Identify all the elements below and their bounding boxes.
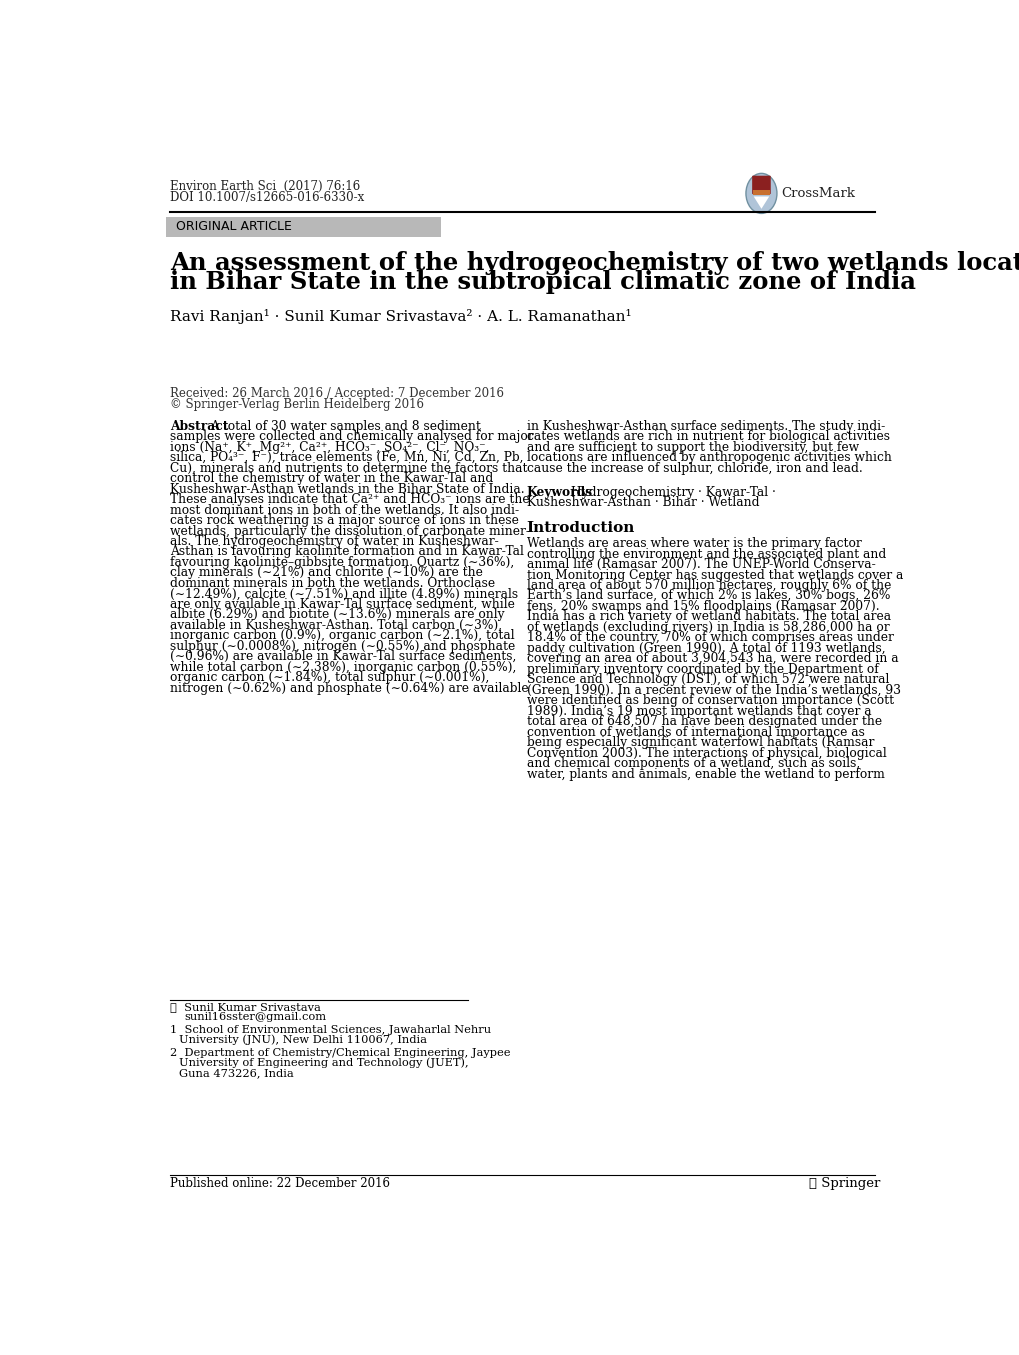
Text: dominant minerals in both the wetlands. Orthoclase: dominant minerals in both the wetlands. … <box>170 577 495 589</box>
Text: wetlands, particularly the dissolution of carbonate miner-: wetlands, particularly the dissolution o… <box>170 524 530 538</box>
Text: animal life (Ramasar 2007). The UNEP-World Conserva-: animal life (Ramasar 2007). The UNEP-Wor… <box>526 558 874 570</box>
Text: 2  Department of Chemistry/Chemical Engineering, Jaypee: 2 Department of Chemistry/Chemical Engin… <box>170 1047 511 1058</box>
Ellipse shape <box>745 173 776 214</box>
FancyBboxPatch shape <box>751 176 770 194</box>
Text: land area of about 570 million hectares, roughly 6% of the: land area of about 570 million hectares,… <box>526 579 891 592</box>
Text: inorganic carbon (0.9%), organic carbon (∼2.1%), total: inorganic carbon (0.9%), organic carbon … <box>170 629 515 642</box>
Text: and chemical components of a wetland, such as soils,: and chemical components of a wetland, su… <box>526 757 859 770</box>
Text: silica, PO₄³⁻, F⁻), trace elements (Fe, Mn, Ni, Cd, Zn, Pb,: silica, PO₄³⁻, F⁻), trace elements (Fe, … <box>170 451 523 465</box>
Text: control the chemistry of water in the Kawar-Tal and: control the chemistry of water in the Ka… <box>170 472 493 485</box>
Text: samples were collected and chemically analysed for major: samples were collected and chemically an… <box>170 431 533 443</box>
Text: Asthan is favouring kaolinite formation and in Kawar-Tal: Asthan is favouring kaolinite formation … <box>170 546 524 558</box>
Text: ℓ Springer: ℓ Springer <box>809 1176 880 1190</box>
Text: DOI 10.1007/s12665-016-6330-x: DOI 10.1007/s12665-016-6330-x <box>170 191 364 205</box>
Text: Abstract: Abstract <box>170 420 228 432</box>
Text: paddy cultivation (Green 1990). A total of 1193 wetlands,: paddy cultivation (Green 1990). A total … <box>526 642 884 654</box>
Text: Environ Earth Sci  (2017) 76:16: Environ Earth Sci (2017) 76:16 <box>170 180 360 194</box>
Bar <box>166 217 441 237</box>
Text: available in Kusheshwar-Asthan. Total carbon (∼3%),: available in Kusheshwar-Asthan. Total ca… <box>170 619 501 631</box>
Text: als. The hydrogeochemistry of water in Kusheshwar-: als. The hydrogeochemistry of water in K… <box>170 535 498 547</box>
Text: Convention 2003). The interactions of physical, biological: Convention 2003). The interactions of ph… <box>526 747 886 760</box>
Text: in Bihar State in the subtropical climatic zone of India: in Bihar State in the subtropical climat… <box>170 270 915 294</box>
Text: © Springer-Verlag Berlin Heidelberg 2016: © Springer-Verlag Berlin Heidelberg 2016 <box>170 398 424 411</box>
Text: Guna 473226, India: Guna 473226, India <box>179 1068 293 1077</box>
Text: Science and Technology (DST), of which 572 were natural: Science and Technology (DST), of which 5… <box>526 673 889 686</box>
Text: are only available in Kawar-Tal surface sediment, while: are only available in Kawar-Tal surface … <box>170 598 515 611</box>
Text: 1989). India’s 19 most important wetlands that cover a: 1989). India’s 19 most important wetland… <box>526 705 870 718</box>
Text: Wetlands are areas where water is the primary factor: Wetlands are areas where water is the pr… <box>526 537 860 550</box>
Text: preliminary inventory coordinated by the Department of: preliminary inventory coordinated by the… <box>526 663 877 676</box>
Text: were identified as being of conservation importance (Scott: were identified as being of conservation… <box>526 694 893 707</box>
Text: total area of 648,507 ha have been designated under the: total area of 648,507 ha have been desig… <box>526 715 880 728</box>
Text: convention of wetlands of international importance as: convention of wetlands of international … <box>526 726 864 738</box>
Text: University (JNU), New Delhi 110067, India: University (JNU), New Delhi 110067, Indi… <box>179 1034 427 1045</box>
Text: Keywords: Keywords <box>526 485 592 499</box>
Text: Published online: 22 December 2016: Published online: 22 December 2016 <box>170 1176 389 1190</box>
Text: ions (Na⁺, K⁺, Mg²⁺, Ca²⁺, HCO₃⁻, SO₄²⁻, Cl⁻, NO₃⁻,: ions (Na⁺, K⁺, Mg²⁺, Ca²⁺, HCO₃⁻, SO₄²⁻,… <box>170 440 489 454</box>
Text: covering an area of about 3,904,543 ha, were recorded in a: covering an area of about 3,904,543 ha, … <box>526 652 898 665</box>
Text: of wetlands (excluding rivers) in India is 58,286,000 ha or: of wetlands (excluding rivers) in India … <box>526 621 889 634</box>
Text: Ravi Ranjan¹ · Sunil Kumar Srivastava² · A. L. Ramanathan¹: Ravi Ranjan¹ · Sunil Kumar Srivastava² ·… <box>170 309 631 324</box>
Text: ORIGINAL ARTICLE: ORIGINAL ARTICLE <box>175 221 291 233</box>
Text: Kusheshwar-Asthan · Bihar · Wetland: Kusheshwar-Asthan · Bihar · Wetland <box>526 496 758 509</box>
Text: Hydrogeochemistry · Kawar-Tal ·: Hydrogeochemistry · Kawar-Tal · <box>571 485 774 499</box>
Text: 1  School of Environmental Sciences, Jawaharlal Nehru: 1 School of Environmental Sciences, Jawa… <box>170 1024 491 1035</box>
Text: India has a rich variety of wetland habitats. The total area: India has a rich variety of wetland habi… <box>526 611 890 623</box>
Text: CrossMark: CrossMark <box>781 187 855 201</box>
Text: University of Engineering and Technology (JUET),: University of Engineering and Technology… <box>179 1057 469 1068</box>
Text: sulphur (∼0.0008%), nitrogen (∼0.55%) and phosphate: sulphur (∼0.0008%), nitrogen (∼0.55%) an… <box>170 640 515 653</box>
Text: albite (6.29%) and biotite (∼13.6%) minerals are only: albite (6.29%) and biotite (∼13.6%) mine… <box>170 608 504 622</box>
Text: water, plants and animals, enable the wetland to perform: water, plants and animals, enable the we… <box>526 767 883 780</box>
Text: favouring kaolinite–gibbsite formation. Quartz (∼36%),: favouring kaolinite–gibbsite formation. … <box>170 556 514 569</box>
Text: while total carbon (∼2.38%), inorganic carbon (0.55%),: while total carbon (∼2.38%), inorganic c… <box>170 661 516 673</box>
Text: 18.4% of the country, 70% of which comprises areas under: 18.4% of the country, 70% of which compr… <box>526 631 893 645</box>
Text: controlling the environment and the associated plant and: controlling the environment and the asso… <box>526 547 886 561</box>
Text: Kusheshwar-Asthan wetlands in the Bihar State of India.: Kusheshwar-Asthan wetlands in the Bihar … <box>170 482 524 496</box>
Text: cause the increase of sulphur, chloride, iron and lead.: cause the increase of sulphur, chloride,… <box>526 462 861 474</box>
Text: A total of 30 water samples and 8 sediment: A total of 30 water samples and 8 sedime… <box>210 420 480 432</box>
Text: sunil16sster@gmail.com: sunil16sster@gmail.com <box>183 1012 326 1022</box>
Text: nitrogen (∼0.62%) and phosphate (∼0.64%) are available: nitrogen (∼0.62%) and phosphate (∼0.64%)… <box>170 682 528 695</box>
Text: These analyses indicate that Ca²⁺ and HCO₃⁻ ions are the: These analyses indicate that Ca²⁺ and HC… <box>170 493 529 507</box>
Text: fens, 20% swamps and 15% floodplains (Ramasar 2007).: fens, 20% swamps and 15% floodplains (Ra… <box>526 600 878 612</box>
Text: locations are influenced by anthropogenic activities which: locations are influenced by anthropogeni… <box>526 451 891 465</box>
Text: cates wetlands are rich in nutrient for biological activities: cates wetlands are rich in nutrient for … <box>526 431 889 443</box>
Text: An assessment of the hydrogeochemistry of two wetlands located: An assessment of the hydrogeochemistry o… <box>170 252 1019 275</box>
Polygon shape <box>753 196 768 209</box>
Text: Earth’s land surface, of which 2% is lakes, 30% bogs, 26%: Earth’s land surface, of which 2% is lak… <box>526 589 890 603</box>
Text: (∼0.96%) are available in Kawar-Tal surface sediments,: (∼0.96%) are available in Kawar-Tal surf… <box>170 650 516 663</box>
Text: (∼12.49%), calcite (∼7.51%) and illite (4.89%) minerals: (∼12.49%), calcite (∼7.51%) and illite (… <box>170 587 518 600</box>
Text: ✉  Sunil Kumar Srivastava: ✉ Sunil Kumar Srivastava <box>170 1001 321 1012</box>
Text: (Green 1990). In a recent review of the India’s wetlands, 93: (Green 1990). In a recent review of the … <box>526 684 900 696</box>
Text: and are sufficient to support the biodiversity, but few: and are sufficient to support the biodiv… <box>526 440 858 454</box>
Text: being especially significant waterfowl habitats (Ramsar: being especially significant waterfowl h… <box>526 736 873 749</box>
Text: organic carbon (∼1.84%), total sulphur (∼0.001%),: organic carbon (∼1.84%), total sulphur (… <box>170 671 489 684</box>
Text: tion Monitoring Center has suggested that wetlands cover a: tion Monitoring Center has suggested tha… <box>526 569 902 581</box>
Text: Cu), minerals and nutrients to determine the factors that: Cu), minerals and nutrients to determine… <box>170 462 527 474</box>
Text: clay minerals (∼21%) and chlorite (∼10%) are the: clay minerals (∼21%) and chlorite (∼10%)… <box>170 566 483 580</box>
Text: cates rock weathering is a major source of ions in these: cates rock weathering is a major source … <box>170 514 519 527</box>
Text: Received: 26 March 2016 / Accepted: 7 December 2016: Received: 26 March 2016 / Accepted: 7 De… <box>170 388 503 401</box>
Text: Introduction: Introduction <box>526 520 635 535</box>
Bar <box>752 190 769 195</box>
Text: most dominant ions in both of the wetlands. It also indi-: most dominant ions in both of the wetlan… <box>170 504 519 516</box>
Text: in Kusheshwar-Asthan surface sediments. The study indi-: in Kusheshwar-Asthan surface sediments. … <box>526 420 884 432</box>
